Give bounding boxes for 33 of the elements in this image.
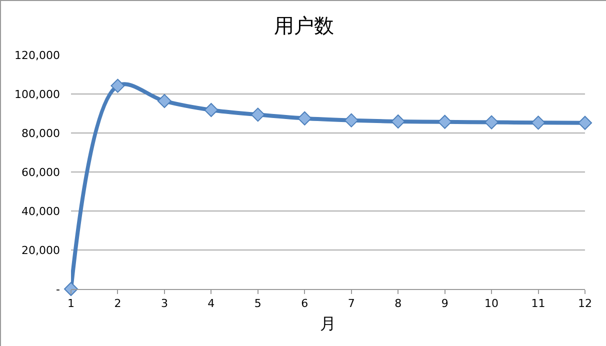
y-tick-label: 40,000 [22, 204, 60, 218]
x-tick-label: 3 [160, 297, 168, 310]
x-tick-label: 8 [394, 297, 402, 310]
y-tick-label: - [56, 282, 60, 296]
point [438, 114, 452, 129]
point [204, 102, 218, 117]
y-tick-label: 80,000 [22, 126, 60, 140]
x-tick-label: 10 [484, 297, 499, 310]
x-tick-label: 9 [441, 297, 448, 310]
point [391, 114, 406, 128]
point [484, 115, 499, 130]
chart-title: 用户数 [274, 13, 334, 38]
point [344, 113, 358, 128]
point [64, 282, 78, 296]
y-tick-label: 60,000 [22, 166, 60, 179]
point [578, 116, 592, 130]
point [157, 94, 172, 108]
x-tick-label: 7 [348, 297, 355, 310]
x-tick-label: 11 [531, 297, 546, 310]
point [250, 108, 265, 122]
x-axis-title: 月 [320, 314, 336, 333]
y-tick-label: 100,000 [14, 88, 60, 101]
x-tick-label: 2 [114, 297, 122, 310]
x-tick-label: 5 [254, 297, 262, 310]
y-tick-label: 20,000 [22, 244, 60, 257]
point [110, 78, 125, 93]
point [298, 111, 312, 126]
x-tick-label: 12 [578, 297, 592, 310]
point [531, 116, 546, 130]
x-tick-label: 4 [208, 297, 215, 310]
x-tick-label: 6 [301, 297, 308, 310]
y-tick-label: 120,000 [14, 48, 60, 62]
x-tick-label: 1 [68, 297, 74, 310]
